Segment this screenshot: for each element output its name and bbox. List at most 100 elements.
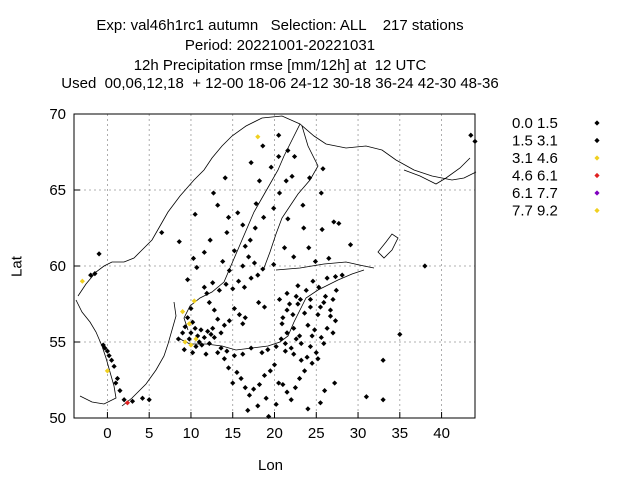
station-point [113, 380, 119, 386]
station-point [111, 363, 117, 369]
station-point [296, 333, 303, 339]
station-point [208, 331, 214, 337]
legend-marker [594, 120, 600, 126]
chart-title-parameter: 12h Precipitation rmse [mm/12h] at 12 UT… [133, 57, 427, 74]
station-point [96, 251, 102, 257]
station-point [306, 245, 312, 251]
station-point [121, 397, 127, 403]
coastline-bothnia-east [263, 125, 319, 269]
station-point [216, 287, 222, 293]
station-point [255, 403, 261, 409]
station-point [205, 328, 211, 334]
station-point [235, 278, 242, 284]
station-point [327, 307, 334, 313]
station-point [79, 278, 85, 284]
y-tick-label: 65 [49, 182, 66, 199]
station-point [276, 190, 283, 196]
station-point [318, 190, 324, 196]
station-point [102, 345, 108, 351]
station-point [180, 330, 186, 336]
station-point [231, 248, 237, 254]
station-point [242, 385, 248, 391]
station-point [124, 400, 131, 406]
station-point [255, 272, 261, 278]
station-point [291, 325, 297, 331]
station-point [188, 330, 194, 336]
station-point [472, 138, 478, 144]
station-point [304, 354, 310, 360]
station-point [224, 348, 230, 354]
coastline-bothnia-west [183, 123, 301, 331]
station-point [225, 365, 232, 371]
station-point [251, 386, 257, 392]
station-point [316, 284, 322, 290]
station-point [248, 345, 254, 351]
station-point [192, 211, 198, 217]
legend-label: 4.6 6.1 [512, 168, 558, 185]
coastline-great-britain [75, 299, 117, 405]
station-point [291, 153, 298, 160]
station-point [176, 239, 182, 245]
station-point [309, 333, 315, 339]
station-point [260, 143, 266, 149]
station-point [320, 166, 326, 172]
station-point [192, 325, 198, 331]
station-point [146, 397, 152, 403]
station-point [265, 347, 271, 353]
station-point [282, 348, 288, 354]
station-point [191, 298, 197, 304]
station-point [223, 281, 229, 287]
legend-marker [594, 172, 600, 179]
station-point [267, 368, 273, 374]
station-point [276, 380, 282, 386]
station-point [336, 220, 342, 227]
station-point [310, 278, 316, 284]
station-point [312, 327, 318, 333]
station-point [291, 351, 297, 357]
x-tick-label: 25 [308, 425, 325, 442]
station-point [231, 353, 237, 359]
station-markers [79, 132, 478, 420]
station-point [211, 307, 217, 313]
station-point [279, 321, 285, 327]
station-point [284, 307, 290, 313]
station-point [100, 342, 106, 348]
station-point [298, 357, 304, 363]
station-point [248, 160, 254, 166]
station-point [193, 336, 199, 342]
station-point [240, 263, 246, 269]
station-point [301, 310, 308, 316]
station-point [283, 178, 289, 184]
station-point [224, 229, 230, 236]
station-point [206, 340, 212, 347]
station-point [261, 372, 268, 379]
station-point [286, 301, 293, 307]
coastline-gulf-finland [275, 261, 375, 271]
coastline-map [75, 115, 477, 407]
station-point [106, 353, 112, 359]
station-point [92, 271, 98, 277]
station-point [182, 339, 188, 345]
station-point [256, 299, 262, 306]
station-point [307, 343, 314, 350]
station-point [188, 305, 194, 312]
station-point [289, 173, 295, 179]
station-point [114, 375, 121, 382]
station-point [291, 254, 297, 260]
station-point [225, 214, 232, 220]
station-point [226, 318, 232, 324]
station-point [193, 343, 199, 350]
station-point [317, 400, 324, 406]
station-point [324, 275, 330, 281]
station-point [332, 318, 339, 324]
station-point [288, 397, 294, 403]
station-point [210, 325, 216, 331]
station-point [129, 398, 136, 404]
station-point [301, 368, 308, 374]
station-point [324, 325, 330, 331]
station-point [271, 261, 277, 268]
station-point [339, 272, 345, 278]
station-point [238, 375, 244, 382]
station-point [290, 312, 296, 318]
